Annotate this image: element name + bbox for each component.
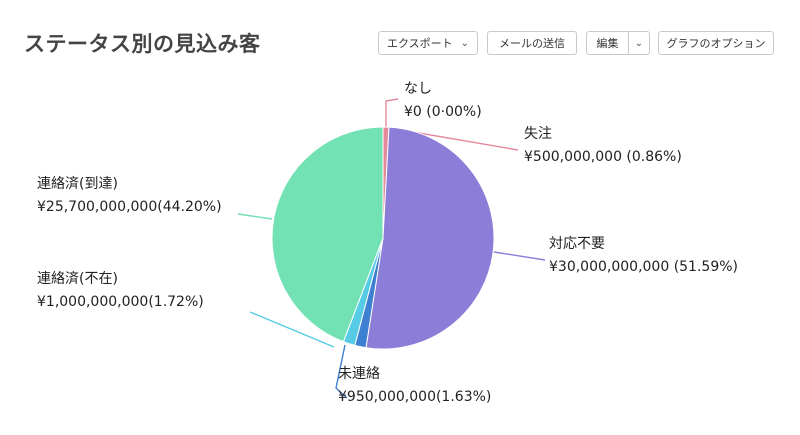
pie-slice-2[interactable] [365,126,495,350]
chart-options-button[interactable]: グラフのオプション [658,31,774,55]
slice-label-value-0: ¥0 (0·00%) [404,104,482,120]
slice-label-name-0: なし [404,81,432,97]
send-mail-label: メールの送信 [499,37,565,50]
export-button[interactable]: エクスポート ⌄ [378,31,478,55]
export-label: エクスポート [386,37,453,50]
edit-button[interactable]: 編集 [587,32,629,54]
slice-label-name-2: 対応不要 [549,236,605,252]
leader-line-5 [237,213,273,220]
pie-slice-5[interactable] [271,126,384,343]
slice-label-name-3: 未連絡 [338,366,380,382]
edit-split-button: 編集 ⌄ [586,31,650,55]
leader-line-0 [385,98,399,130]
edit-dropdown-chevron-icon[interactable]: ⌄ [634,37,644,49]
leader-line-4 [249,311,335,348]
slice-label-value-5: ¥25,700,000,000(44.20%) [37,199,222,215]
leader-line-2 [493,251,546,261]
leader-line-3 [335,344,348,399]
slice-label-name-4: 連絡済(不在) [37,271,118,287]
slice-label-name-5: 連絡済(到達) [37,176,118,192]
edit-label: 編集 [596,37,619,50]
slice-label-value-4: ¥1,000,000,000(1.72%) [37,294,204,310]
slice-label-name-1: 失注 [524,126,552,142]
chart-options-label: グラフのオプション [666,37,766,50]
send-mail-button[interactable]: メールの送信 [487,31,577,55]
slice-label-value-2: ¥30,000,000,000 (51.59%) [549,259,738,275]
chevron-down-icon: ⌄ [460,37,470,49]
chart-title: ステータス別の見込み客 [24,32,261,56]
slice-label-value-3: ¥950,000,000(1.63%) [338,389,491,405]
slice-label-value-1: ¥500,000,000 (0.86%) [524,149,682,165]
